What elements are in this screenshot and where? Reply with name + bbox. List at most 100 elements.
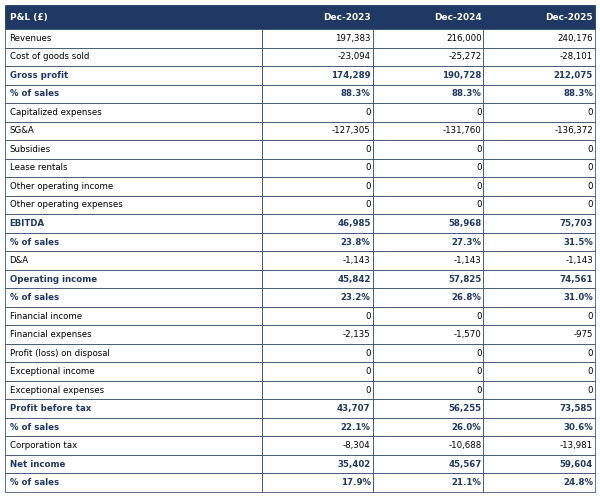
- Bar: [5, 307, 262, 326]
- Bar: [262, 196, 373, 214]
- Bar: [5, 362, 262, 381]
- Text: Cost of goods sold: Cost of goods sold: [10, 52, 89, 61]
- Bar: [5, 344, 262, 362]
- Text: 0: 0: [587, 164, 593, 172]
- Bar: [373, 196, 484, 214]
- Bar: [373, 29, 484, 48]
- Text: 0: 0: [476, 164, 481, 172]
- Bar: [373, 362, 484, 381]
- Bar: [373, 455, 484, 474]
- Text: Exceptional income: Exceptional income: [10, 367, 94, 376]
- Text: P&L (£): P&L (£): [10, 12, 47, 21]
- Bar: [373, 159, 484, 177]
- Bar: [484, 362, 595, 381]
- Bar: [373, 288, 484, 307]
- Text: 73,585: 73,585: [560, 404, 593, 413]
- Bar: [5, 196, 262, 214]
- Bar: [262, 140, 373, 159]
- Bar: [5, 48, 262, 66]
- Text: 45,567: 45,567: [448, 460, 481, 469]
- Text: 57,825: 57,825: [448, 274, 481, 284]
- Bar: [5, 455, 262, 474]
- Text: 0: 0: [476, 312, 481, 321]
- Text: 0: 0: [587, 108, 593, 117]
- Text: Subsidies: Subsidies: [10, 145, 51, 154]
- Bar: [5, 214, 262, 233]
- Bar: [484, 455, 595, 474]
- Text: 58,968: 58,968: [448, 219, 481, 228]
- Text: Capitalized expenses: Capitalized expenses: [10, 108, 101, 117]
- Bar: [5, 233, 262, 251]
- Bar: [484, 344, 595, 362]
- Text: 0: 0: [365, 108, 371, 117]
- Bar: [5, 418, 262, 436]
- Bar: [262, 381, 373, 400]
- Text: % of sales: % of sales: [10, 478, 59, 487]
- Bar: [5, 381, 262, 400]
- Bar: [484, 48, 595, 66]
- Text: 212,075: 212,075: [554, 71, 593, 80]
- Text: -131,760: -131,760: [443, 126, 481, 135]
- Text: 88.3%: 88.3%: [341, 89, 371, 98]
- Text: 30.6%: 30.6%: [563, 422, 593, 432]
- Text: 17.9%: 17.9%: [341, 478, 371, 487]
- Text: 0: 0: [476, 108, 481, 117]
- Text: % of sales: % of sales: [10, 422, 59, 432]
- Bar: [484, 474, 595, 492]
- Text: EBITDA: EBITDA: [10, 219, 45, 228]
- Bar: [484, 66, 595, 84]
- Bar: [262, 474, 373, 492]
- Bar: [373, 326, 484, 344]
- Bar: [373, 214, 484, 233]
- Bar: [484, 214, 595, 233]
- Text: 24.8%: 24.8%: [563, 478, 593, 487]
- Text: 88.3%: 88.3%: [452, 89, 481, 98]
- Text: % of sales: % of sales: [10, 238, 59, 247]
- Text: 0: 0: [365, 367, 371, 376]
- Bar: [5, 288, 262, 307]
- Bar: [484, 103, 595, 122]
- Text: -1,143: -1,143: [454, 256, 481, 265]
- Bar: [373, 400, 484, 418]
- Text: SG&A: SG&A: [10, 126, 34, 135]
- Bar: [262, 455, 373, 474]
- Text: -23,094: -23,094: [337, 52, 371, 61]
- Bar: [262, 84, 373, 103]
- Text: Net income: Net income: [10, 460, 65, 469]
- Text: 0: 0: [476, 182, 481, 191]
- Text: 88.3%: 88.3%: [563, 89, 593, 98]
- Text: 0: 0: [365, 164, 371, 172]
- Text: 21.1%: 21.1%: [452, 478, 481, 487]
- Text: 0: 0: [587, 386, 593, 395]
- Bar: [262, 122, 373, 140]
- Bar: [373, 381, 484, 400]
- Bar: [373, 418, 484, 436]
- Text: 56,255: 56,255: [448, 404, 481, 413]
- Bar: [5, 326, 262, 344]
- Text: Profit before tax: Profit before tax: [10, 404, 91, 413]
- Bar: [373, 5, 484, 29]
- Bar: [262, 344, 373, 362]
- Text: -10,688: -10,688: [448, 441, 481, 450]
- Text: 35,402: 35,402: [337, 460, 371, 469]
- Text: % of sales: % of sales: [10, 89, 59, 98]
- Bar: [373, 66, 484, 84]
- Text: 0: 0: [365, 348, 371, 358]
- Bar: [262, 400, 373, 418]
- Bar: [5, 251, 262, 270]
- Text: -8,304: -8,304: [343, 441, 371, 450]
- Text: -1,570: -1,570: [454, 330, 481, 339]
- Text: -2,135: -2,135: [343, 330, 371, 339]
- Bar: [262, 270, 373, 288]
- Text: 0: 0: [365, 182, 371, 191]
- Text: 174,289: 174,289: [331, 71, 371, 80]
- Text: 240,176: 240,176: [557, 34, 593, 43]
- Text: 26.8%: 26.8%: [452, 293, 481, 302]
- Bar: [373, 474, 484, 492]
- Bar: [373, 436, 484, 455]
- Text: -975: -975: [574, 330, 593, 339]
- Bar: [484, 251, 595, 270]
- Bar: [262, 288, 373, 307]
- Text: 31.5%: 31.5%: [563, 238, 593, 247]
- Bar: [5, 400, 262, 418]
